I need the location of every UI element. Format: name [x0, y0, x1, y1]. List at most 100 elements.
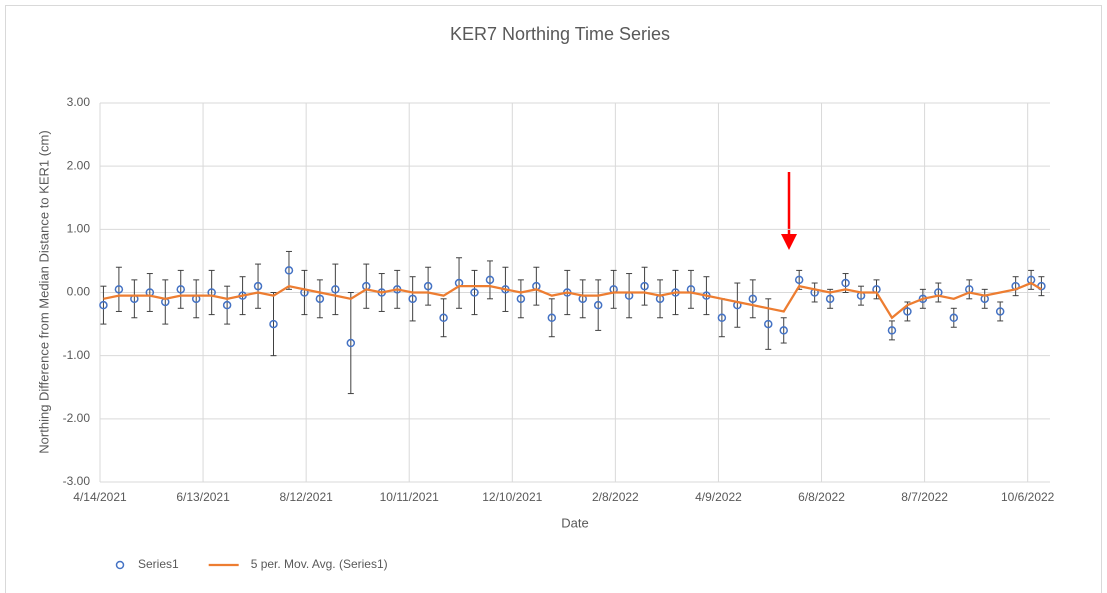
data-point	[547, 313, 557, 323]
error-bar	[100, 285, 107, 325]
x-axis-label: Date	[561, 515, 588, 530]
error-bar	[115, 266, 122, 312]
data-point	[949, 313, 959, 323]
error-bar	[780, 317, 787, 344]
x-tick-label: 8/7/2022	[901, 490, 948, 504]
y-tick-label: 1.00	[67, 222, 91, 236]
error-bar	[517, 279, 524, 319]
data-point	[841, 278, 850, 288]
x-tick-label: 12/10/2021	[482, 490, 542, 504]
data-point	[779, 326, 788, 335]
error-bar	[888, 320, 895, 341]
error-bar	[456, 257, 463, 309]
error-bar	[935, 282, 942, 303]
error-bar	[363, 263, 370, 309]
x-tick-label: 10/11/2021	[380, 490, 439, 504]
data-point	[470, 288, 479, 297]
data-point	[423, 281, 433, 291]
x-tick-label: 2/8/2022	[592, 490, 639, 504]
chart-title: KER7 Northing Time Series	[450, 24, 670, 44]
legend-label: 5 per. Mov. Avg. (Series1)	[251, 557, 388, 571]
data-point	[331, 285, 340, 294]
data-point	[439, 313, 448, 323]
y-tick-label: -3.00	[63, 474, 91, 488]
y-tick-label: 0.00	[67, 285, 91, 299]
error-bar	[548, 298, 555, 338]
error-bar	[285, 250, 292, 290]
error-bar	[1038, 276, 1045, 297]
data-point	[717, 313, 727, 323]
data-point	[825, 294, 835, 304]
error-bar	[873, 279, 880, 300]
data-point	[222, 300, 232, 310]
data-point	[253, 281, 263, 291]
data-point	[114, 285, 124, 294]
error-bar	[966, 279, 973, 300]
x-tick-label: 10/6/2022	[1001, 490, 1055, 504]
y-tick-label: -2.00	[63, 411, 91, 425]
error-bar	[208, 269, 215, 316]
data-point	[315, 294, 325, 304]
error-bar	[193, 279, 200, 319]
x-tick-label: 6/13/2021	[176, 490, 230, 504]
data-point	[640, 281, 649, 291]
data-point	[346, 338, 356, 348]
error-bar	[626, 273, 633, 319]
legend-swatch	[115, 560, 125, 570]
error-bar	[579, 279, 586, 319]
x-tick-label: 6/8/2022	[798, 490, 845, 504]
error-bar	[332, 263, 339, 316]
data-point	[408, 294, 417, 304]
error-bar	[347, 292, 354, 395]
data-point	[995, 307, 1005, 316]
x-tick-label: 8/12/2021	[279, 490, 333, 504]
error-bar	[981, 288, 988, 309]
error-bar	[471, 269, 478, 316]
error-bar	[595, 279, 602, 331]
data-point	[794, 275, 804, 285]
y-tick-label: 2.00	[67, 158, 91, 172]
error-bar	[1012, 276, 1019, 297]
error-bar	[811, 282, 818, 303]
error-bar	[997, 301, 1004, 322]
x-tick-label: 4/14/2021	[73, 490, 127, 504]
y-tick-label: 3.00	[67, 95, 91, 109]
data-point	[99, 300, 108, 310]
data-point	[764, 319, 773, 329]
error-bar	[316, 279, 323, 319]
error-bar	[270, 292, 277, 357]
error-bar	[687, 269, 694, 309]
annotation-arrow	[781, 172, 797, 250]
error-bar	[409, 276, 416, 322]
error-bar	[146, 273, 153, 312]
data-point	[887, 326, 897, 335]
data-point	[516, 294, 526, 304]
error-bar	[657, 279, 664, 319]
error-bar	[425, 266, 432, 306]
data-point	[176, 285, 185, 294]
error-bar	[224, 285, 231, 325]
error-bar	[749, 279, 756, 319]
data-point	[269, 319, 278, 329]
error-bar	[533, 266, 540, 306]
y-tick-label: -1.00	[63, 348, 91, 362]
error-bar	[734, 282, 741, 328]
error-bar	[162, 279, 169, 325]
moving-average-line	[103, 281, 1042, 320]
data-point	[903, 307, 912, 316]
x-tick-label: 4/9/2022	[695, 490, 742, 504]
error-bar	[858, 285, 865, 306]
error-bar	[255, 263, 262, 309]
data-point	[593, 300, 603, 310]
error-bar	[177, 269, 184, 309]
data-point	[748, 294, 758, 304]
error-bar	[301, 269, 308, 316]
error-bar	[610, 269, 617, 309]
data-point	[284, 266, 294, 275]
error-bar	[950, 307, 957, 328]
error-bar	[641, 266, 648, 306]
legend-label: Series1	[138, 557, 179, 571]
error-bar	[131, 279, 138, 319]
error-bar	[486, 260, 493, 300]
